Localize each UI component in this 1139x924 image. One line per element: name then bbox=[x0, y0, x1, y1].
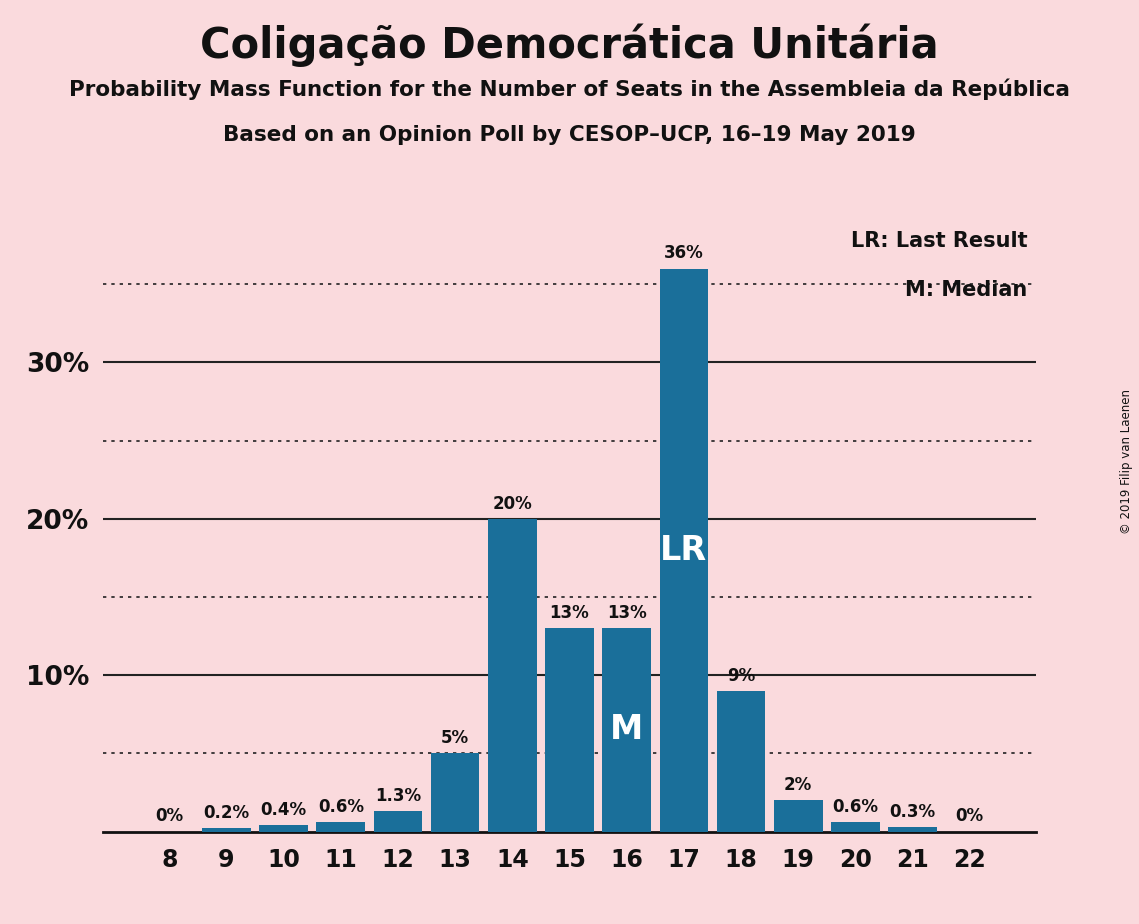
Bar bbox=[260, 825, 308, 832]
Bar bbox=[888, 827, 937, 832]
Bar bbox=[603, 628, 652, 832]
Text: 36%: 36% bbox=[664, 245, 704, 262]
Bar bbox=[487, 519, 536, 832]
Text: Probability Mass Function for the Number of Seats in the Assembleia da República: Probability Mass Function for the Number… bbox=[69, 79, 1070, 100]
Text: 0.6%: 0.6% bbox=[318, 798, 363, 816]
Text: M: Median: M: Median bbox=[904, 280, 1027, 299]
Text: 5%: 5% bbox=[441, 729, 469, 748]
Text: 0.3%: 0.3% bbox=[890, 803, 935, 821]
Text: Coligação Democrática Unitária: Coligação Democrática Unitária bbox=[200, 23, 939, 67]
Bar bbox=[831, 822, 879, 832]
Text: 0.6%: 0.6% bbox=[833, 798, 878, 816]
Text: Based on an Opinion Poll by CESOP–UCP, 16–19 May 2019: Based on an Opinion Poll by CESOP–UCP, 1… bbox=[223, 125, 916, 145]
Bar bbox=[431, 753, 480, 832]
Text: 0%: 0% bbox=[956, 808, 984, 825]
Text: 9%: 9% bbox=[727, 666, 755, 685]
Bar bbox=[202, 829, 251, 832]
Text: M: M bbox=[611, 713, 644, 747]
Bar bbox=[716, 691, 765, 832]
Text: 2%: 2% bbox=[784, 776, 812, 794]
Text: LR: Last Result: LR: Last Result bbox=[851, 231, 1027, 251]
Text: 20%: 20% bbox=[492, 494, 532, 513]
Text: 0%: 0% bbox=[155, 808, 183, 825]
Text: 13%: 13% bbox=[607, 604, 647, 622]
Bar bbox=[546, 628, 593, 832]
Bar bbox=[773, 800, 822, 832]
Text: LR: LR bbox=[661, 534, 707, 566]
Text: © 2019 Filip van Laenen: © 2019 Filip van Laenen bbox=[1121, 390, 1133, 534]
Text: 13%: 13% bbox=[550, 604, 589, 622]
Bar bbox=[659, 269, 708, 832]
Bar bbox=[374, 811, 423, 832]
Bar bbox=[317, 822, 366, 832]
Text: 0.2%: 0.2% bbox=[204, 804, 249, 822]
Text: 0.4%: 0.4% bbox=[261, 801, 306, 819]
Text: 1.3%: 1.3% bbox=[375, 787, 421, 805]
